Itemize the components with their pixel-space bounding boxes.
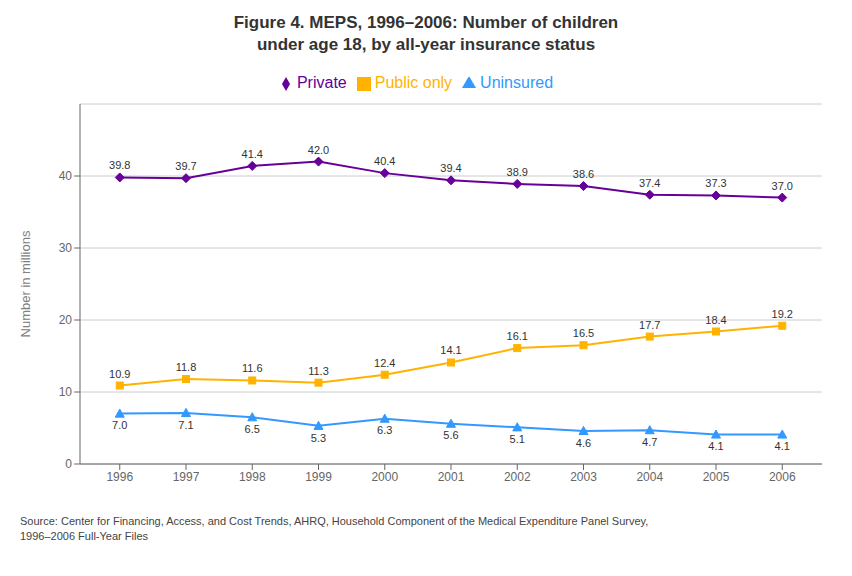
- svg-text:41.4: 41.4: [242, 148, 263, 160]
- svg-text:2005: 2005: [703, 470, 730, 484]
- svg-text:16.5: 16.5: [573, 327, 594, 339]
- svg-text:38.9: 38.9: [507, 166, 528, 178]
- svg-text:7.0: 7.0: [112, 419, 127, 431]
- svg-text:5.1: 5.1: [510, 433, 525, 445]
- svg-text:2001: 2001: [438, 470, 465, 484]
- html-text:Source: Center for Financing,: Source: Center for Financing, Access, an…: [20, 515, 649, 527]
- svg-text:6.3: 6.3: [377, 424, 392, 436]
- svg-text:42.0: 42.0: [308, 144, 329, 156]
- svg-text:14.1: 14.1: [440, 344, 461, 356]
- html-text:1996–2006 Full-Year Files: 1996–2006 Full-Year Files: [20, 530, 148, 542]
- svg-text:2002: 2002: [504, 470, 531, 484]
- svg-text:11.8: 11.8: [176, 361, 197, 373]
- svg-text:19.2: 19.2: [772, 308, 793, 320]
- svg-text:4.7: 4.7: [642, 436, 657, 448]
- svg-text:39.8: 39.8: [109, 159, 130, 171]
- svg-text:1999: 1999: [305, 470, 332, 484]
- svg-text:0: 0: [65, 457, 72, 471]
- svg-text:38.6: 38.6: [573, 168, 594, 180]
- html-text:Figure 4. MEPS, 1996–2006: Num: Figure 4. MEPS, 1996–2006: Number of chi…: [233, 13, 619, 32]
- svg-text:16.1: 16.1: [507, 330, 528, 342]
- svg-text:40.4: 40.4: [374, 155, 395, 167]
- svg-text:39.7: 39.7: [175, 160, 196, 172]
- svg-text:6.5: 6.5: [245, 423, 260, 435]
- svg-text:2004: 2004: [636, 470, 663, 484]
- html-text:Public only: Public only: [374, 74, 453, 91]
- svg-text:1997: 1997: [173, 470, 200, 484]
- svg-text:37.3: 37.3: [705, 177, 726, 189]
- svg-text:30: 30: [59, 241, 73, 255]
- svg-text:4.6: 4.6: [576, 437, 591, 449]
- svg-text:4.1: 4.1: [775, 440, 790, 452]
- svg-text:Number in millions: Number in millions: [18, 230, 33, 337]
- svg-text:18.4: 18.4: [705, 314, 726, 326]
- svg-text:17.7: 17.7: [639, 319, 660, 331]
- html-text:under age 18, by all-year insu: under age 18, by all-year insurance stat…: [256, 35, 596, 54]
- svg-text:2000: 2000: [371, 470, 398, 484]
- svg-text:2003: 2003: [570, 470, 597, 484]
- svg-text:4.1: 4.1: [708, 440, 723, 452]
- svg-text:39.4: 39.4: [440, 162, 461, 174]
- svg-text:7.1: 7.1: [178, 419, 193, 431]
- svg-text:5.6: 5.6: [443, 429, 458, 441]
- svg-text:10.9: 10.9: [109, 368, 130, 380]
- svg-text:10: 10: [59, 385, 73, 399]
- svg-text:1996: 1996: [106, 470, 133, 484]
- svg-text:11.6: 11.6: [242, 362, 263, 374]
- svg-text:1998: 1998: [239, 470, 266, 484]
- svg-text:37.0: 37.0: [772, 180, 793, 192]
- svg-text:11.3: 11.3: [308, 365, 329, 377]
- svg-text:5.3: 5.3: [311, 432, 326, 444]
- svg-text:2006: 2006: [769, 470, 796, 484]
- html-text:Private: Private: [296, 74, 347, 91]
- svg-text:40: 40: [59, 169, 73, 183]
- svg-text:12.4: 12.4: [374, 357, 395, 369]
- svg-text:37.4: 37.4: [639, 177, 660, 189]
- svg-text:20: 20: [59, 313, 73, 327]
- html-text:Uninsured: Uninsured: [480, 74, 553, 91]
